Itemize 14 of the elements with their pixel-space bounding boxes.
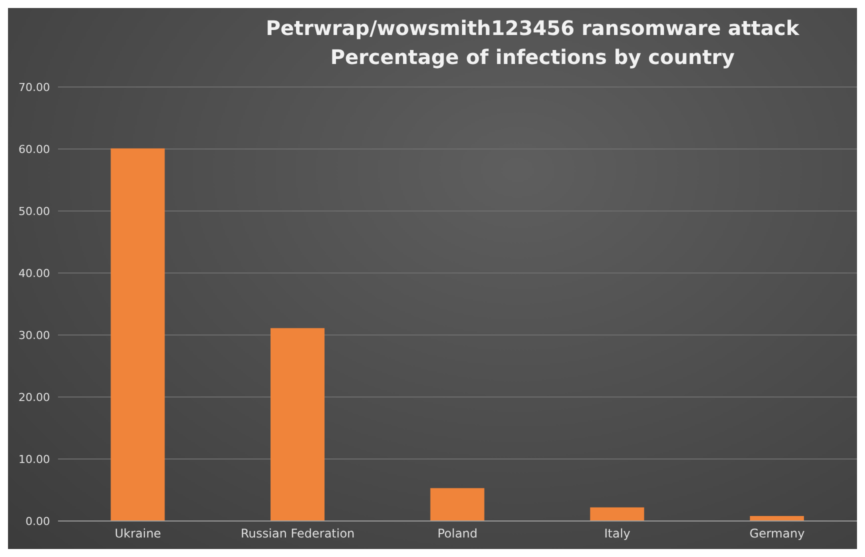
x-tick-label: Italy [604, 526, 630, 541]
y-tick-label: 60.00 [18, 142, 50, 156]
y-tick-label: 10.00 [18, 452, 50, 466]
y-tick-label: 50.00 [18, 204, 50, 218]
y-tick-label: 40.00 [18, 266, 50, 280]
chart-title: Petrwrap/wowsmith123456 ransomware attack Percentage of infections by country [264, 15, 800, 71]
x-tick-label: Russian Federation [240, 526, 355, 541]
y-tick-label: 0.00 [26, 514, 50, 528]
x-tick-label: Germany [750, 526, 805, 541]
y-tick-label: 20.00 [18, 390, 50, 404]
x-tick-label: Ukraine [114, 526, 162, 541]
y-tick-label: 30.00 [18, 328, 50, 342]
y-tick-label: 70.00 [18, 80, 50, 94]
x-tick-label: Poland [437, 526, 478, 541]
